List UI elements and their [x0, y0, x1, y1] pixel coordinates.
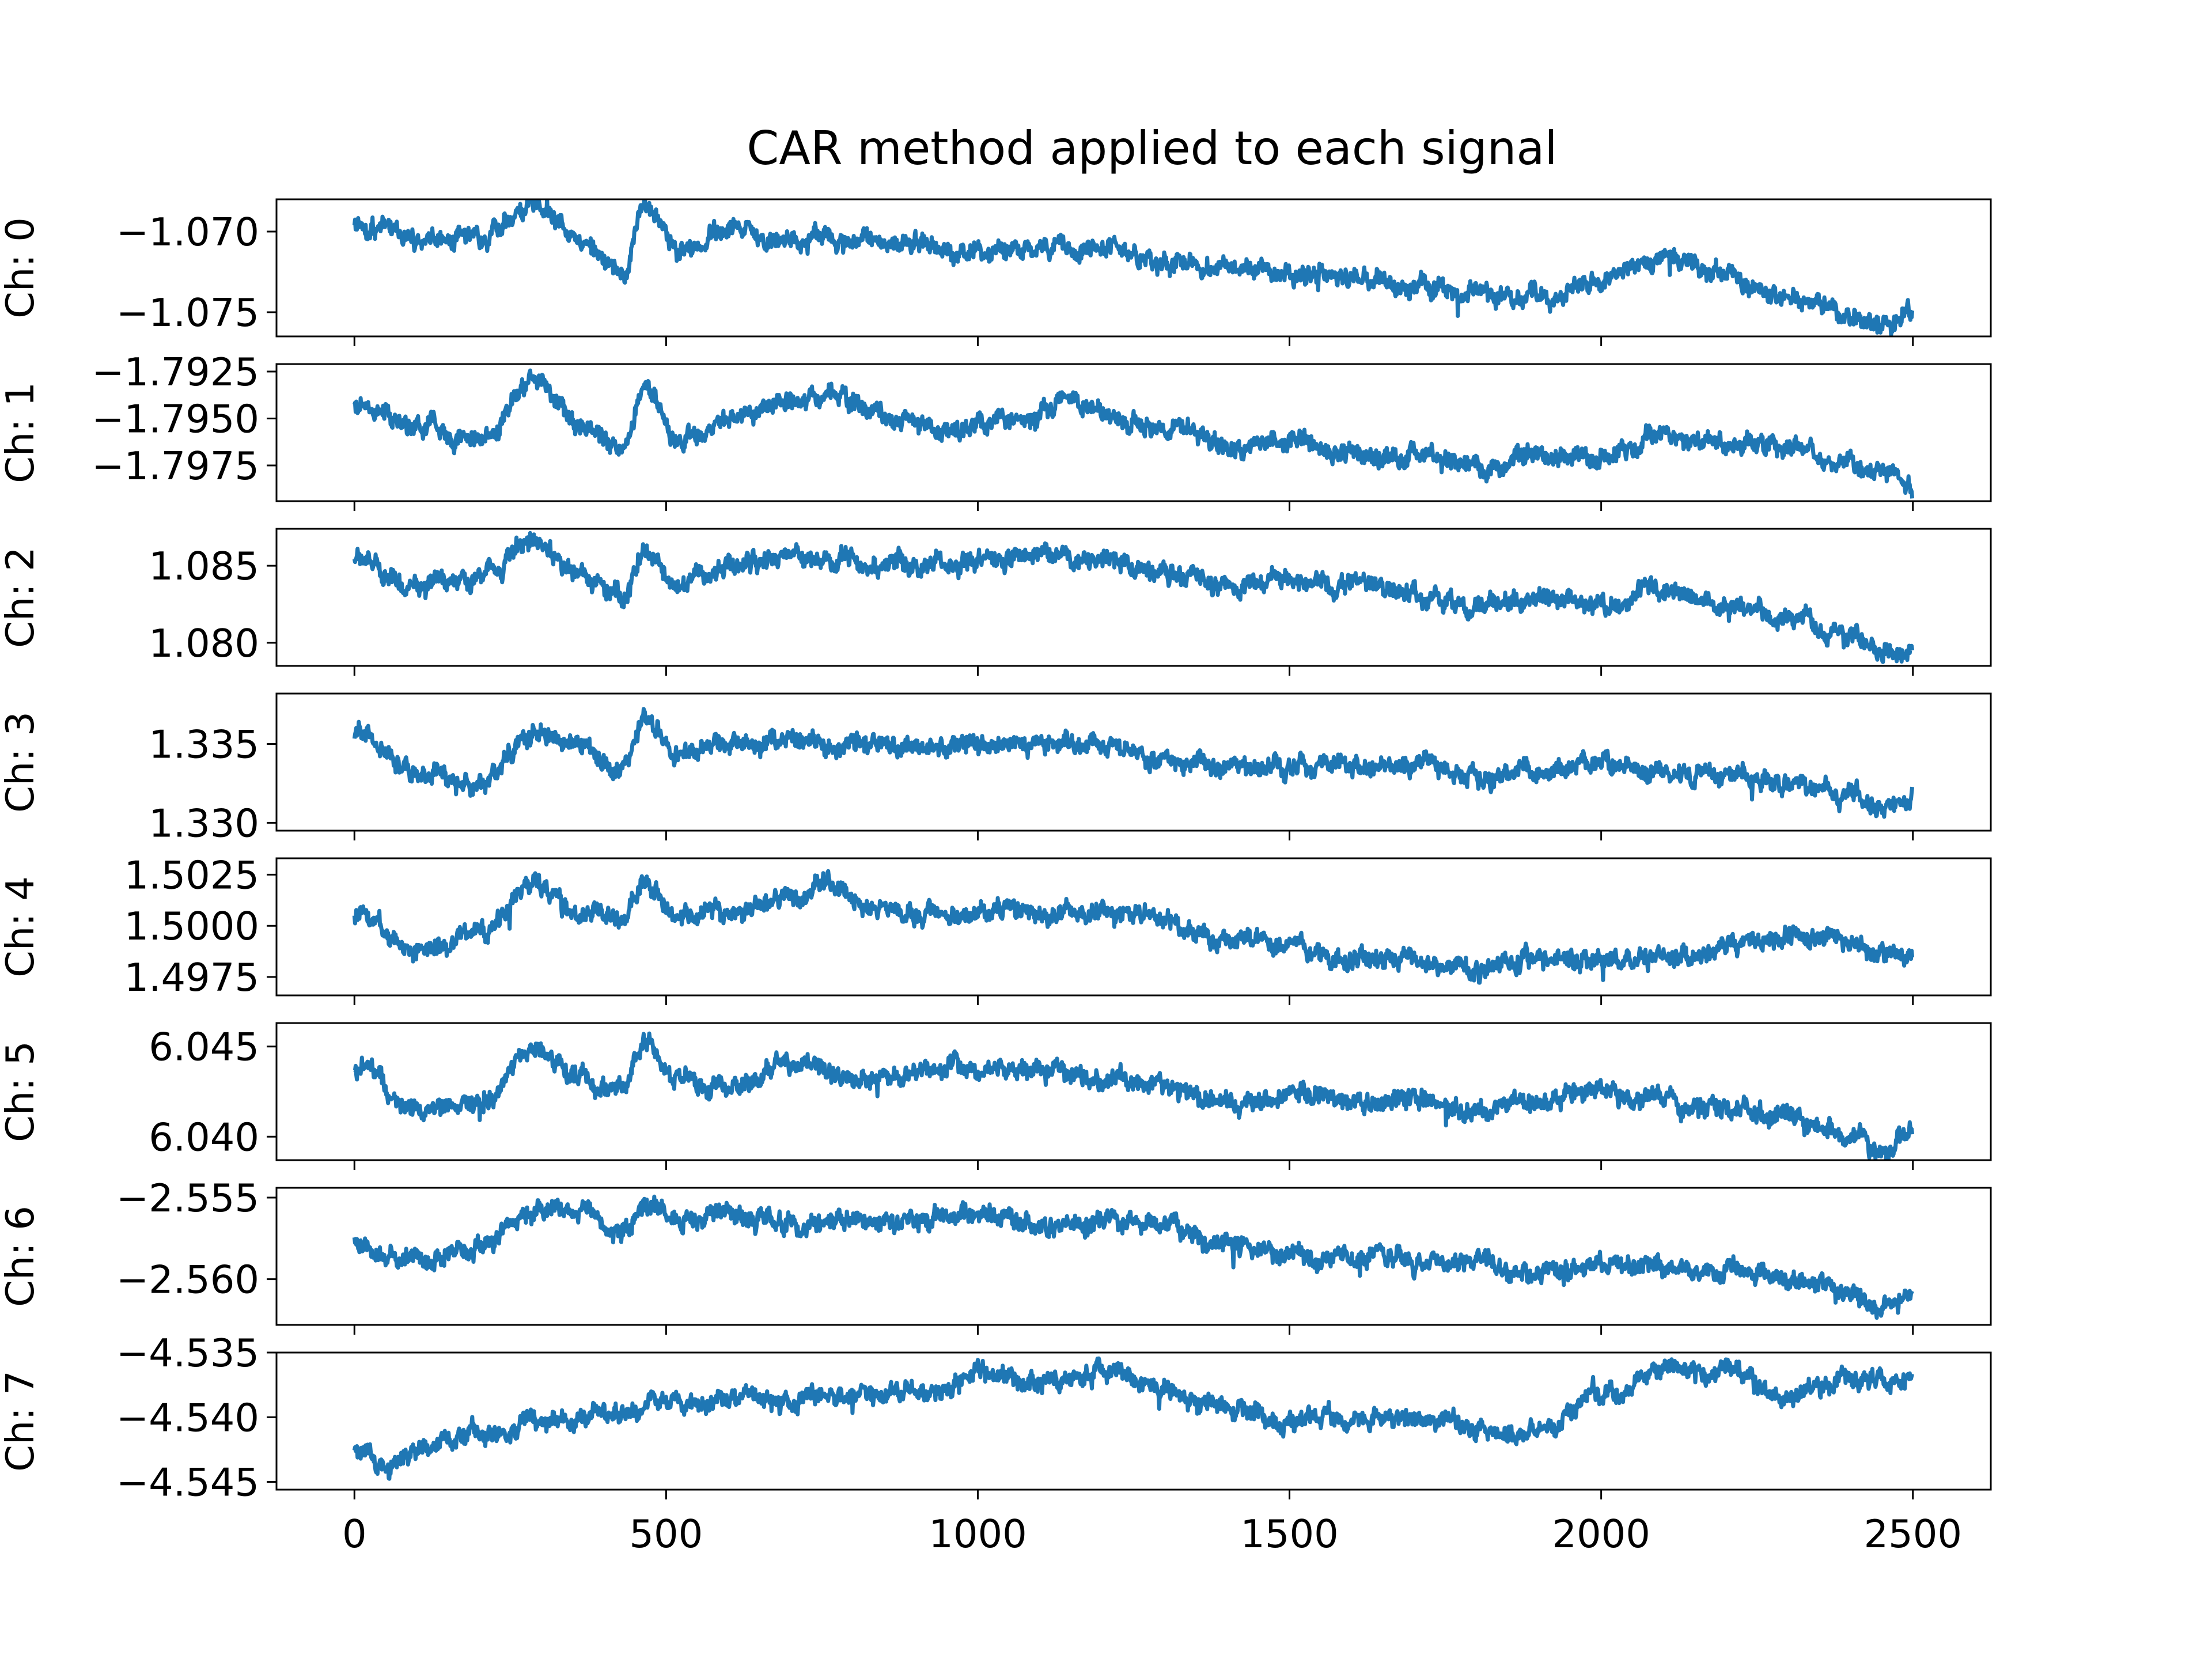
panel-ch-2: 1.085 1.080 Ch: 2: [0, 528, 1992, 676]
y-tick-label: −2.555: [116, 1176, 259, 1221]
y-tick-label: 1.5025: [124, 853, 259, 897]
panel-frame: [275, 1187, 1992, 1326]
series-line-ch-6: [352, 1194, 1914, 1320]
y-tick-label: 6.040: [149, 1115, 259, 1160]
series-line-ch-3: [352, 707, 1915, 819]
panel-ch-0: −1.070 −1.075 Ch: 0: [0, 198, 1992, 346]
series-line-ch-4: [352, 869, 1915, 985]
y-tick-label: −4.545: [116, 1460, 259, 1505]
y-tick-label: 1.5000: [124, 904, 259, 949]
panel-ylabel: Ch: 5: [0, 1041, 43, 1142]
y-tick-label: −2.560: [116, 1257, 259, 1302]
panel-ylabel: Ch: 1: [0, 382, 43, 483]
y-tick-label: −1.7975: [92, 444, 259, 488]
panel-frame: [275, 1022, 1992, 1161]
y-tick-label: −1.075: [116, 290, 259, 335]
x-tick-label: 1000: [929, 1512, 1027, 1556]
panel-ylabel: Ch: 2: [0, 547, 43, 648]
x-tick-label: 2500: [1863, 1512, 1962, 1556]
panels: −1.070 −1.075 Ch: 0 −1.7925−1.7950−1.7975 Ch…: [0, 198, 1992, 1556]
panel-ch-3: 1.335 1.330 Ch: 3: [0, 692, 1992, 846]
x-tick-label: 2000: [1552, 1512, 1650, 1556]
panel-frame: [275, 198, 1992, 338]
panel-ylabel: Ch: 4: [0, 876, 43, 978]
y-tick-label: 1.335: [149, 722, 259, 767]
y-tick-label: −4.535: [116, 1331, 259, 1376]
panel-ch-6: −2.555 −2.560 Ch: 6: [0, 1176, 1992, 1335]
x-axis-labels: 0 500 1000 1500 2000 2500: [342, 1512, 1962, 1556]
y-tick-label: 1.330: [149, 801, 259, 846]
x-tick-label: 0: [342, 1512, 367, 1556]
x-tick-label: 500: [629, 1512, 703, 1556]
panel-ylabel: Ch: 0: [0, 217, 43, 319]
x-tick-label: 1500: [1240, 1512, 1339, 1556]
series-line-ch-5: [353, 1031, 1915, 1160]
panel-frame: [275, 363, 1992, 502]
panel-ch-7: −4.535 −4.540 −4.545 Ch: 7: [0, 1331, 1992, 1505]
panel-frame: [275, 1351, 1992, 1491]
y-tick-label: 1.4975: [124, 955, 259, 1000]
y-tick-label: 6.045: [149, 1025, 259, 1070]
y-tick-label: −4.540: [116, 1395, 259, 1440]
panel-frame: [275, 857, 1992, 997]
panel-ylabel: Ch: 3: [0, 711, 43, 813]
y-tick-label: −1.070: [116, 210, 259, 255]
series-line-ch-1: [352, 368, 1915, 499]
panel-ch-4: 1.5025 1.5000 1.4975 Ch: 4: [0, 853, 1992, 1005]
y-tick-label: −1.7950: [92, 397, 259, 442]
panel-ylabel: Ch: 7: [0, 1370, 43, 1472]
y-tick-label: 1.085: [149, 544, 259, 589]
panel-frame: [275, 692, 1992, 832]
chart-title: CAR method applied to each signal: [747, 122, 1557, 175]
panel-ch-5: 6.045 6.040 Ch: 5: [0, 1022, 1992, 1170]
series-line-ch-0: [352, 199, 1915, 336]
y-tick-label: −1.7925: [92, 350, 259, 395]
series-line-ch-2: [352, 531, 1915, 664]
panel-frame: [275, 528, 1992, 667]
y-tick-label: 1.080: [149, 621, 259, 666]
panel-ylabel: Ch: 6: [0, 1206, 43, 1307]
series-line-ch-7: [352, 1356, 1914, 1481]
panel-ch-1: −1.7925−1.7950−1.7975 Ch: 1: [0, 350, 1992, 511]
